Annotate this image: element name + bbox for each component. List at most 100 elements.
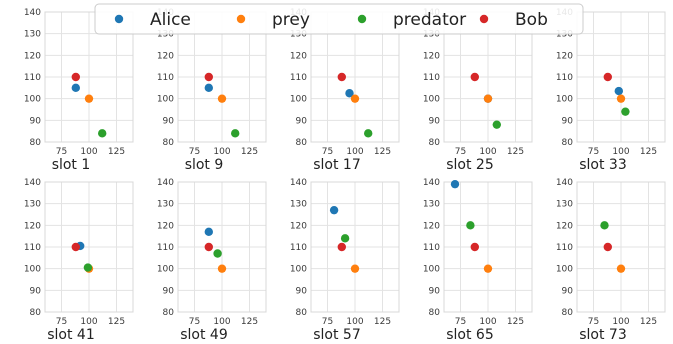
y-tick-label: 110 [290, 243, 307, 253]
y-tick-label: 80 [163, 308, 175, 318]
y-tick-label: 90 [429, 116, 441, 126]
legend-marker-bob [479, 14, 489, 24]
point-prey [84, 94, 94, 103]
point-alice [614, 86, 623, 96]
point-alice [204, 83, 213, 93]
plot-frame [177, 181, 267, 313]
x-tick-label: 75 [189, 317, 200, 327]
point-bob [71, 72, 81, 82]
y-tick-label: 100 [24, 95, 41, 105]
legend-marker-predator [357, 14, 367, 24]
y-tick-label: 110 [556, 243, 573, 253]
point-prey [483, 264, 493, 273]
x-tick-label: 125 [374, 317, 391, 327]
plot-frame [44, 181, 134, 313]
point-predator [213, 249, 222, 258]
y-tick-label: 100 [24, 265, 41, 275]
plot-frame [576, 181, 666, 313]
y-tick-label: 120 [157, 221, 174, 231]
point-alice [345, 89, 354, 98]
y-tick-label: 130 [423, 200, 440, 210]
x-tick-label: 100 [213, 317, 230, 327]
point-alice [204, 227, 213, 237]
x-tick-label: 125 [640, 317, 657, 327]
y-tick-label: 100 [290, 95, 307, 105]
y-tick-label: 120 [290, 51, 307, 61]
panel-title: slot 73 [579, 327, 627, 343]
y-tick-label: 100 [423, 265, 440, 275]
legend-box [94, 3, 584, 35]
plot-frame [576, 11, 666, 143]
y-tick-label: 140 [290, 178, 307, 188]
point-bob [337, 72, 346, 82]
point-alice [329, 205, 339, 215]
x-tick-label: 100 [80, 147, 97, 157]
x-tick-label: 75 [588, 317, 599, 327]
point-bob [337, 242, 346, 252]
legend-label-bob: Bob [515, 10, 548, 30]
y-tick-label: 130 [24, 200, 41, 210]
y-tick-label: 80 [296, 138, 308, 148]
y-tick-label: 80 [429, 308, 441, 318]
y-tick-label: 130 [157, 30, 174, 40]
y-tick-label: 100 [556, 265, 573, 275]
x-tick-label: 125 [241, 317, 258, 327]
plot-frame [44, 11, 134, 143]
y-tick-label: 100 [556, 95, 573, 105]
y-tick-label: 140 [556, 178, 573, 188]
y-tick-label: 90 [562, 116, 574, 126]
panel-9: 80 90 100 110 120 130 140 75 100 125 slot 65 [423, 178, 533, 343]
y-tick-label: 100 [157, 95, 174, 105]
point-predator [466, 221, 475, 230]
panel-1: 80 90 100 110 120 130 140 75 100 125 slot 1 [24, 8, 134, 173]
y-tick-label: 100 [290, 265, 307, 275]
legend: Alice prey predator Bob [94, 3, 584, 35]
panels-layer: 80 90 100 110 120 130 140 75 100 125 slot 1 80 90 100… [24, 8, 666, 343]
y-tick-label: 80 [163, 138, 175, 148]
y-tick-label: 120 [423, 221, 440, 231]
x-tick-label: 125 [108, 317, 125, 327]
x-tick-label: 100 [213, 147, 230, 157]
y-tick-label: 110 [157, 243, 174, 253]
point-prey [616, 94, 626, 103]
point-prey [483, 94, 493, 103]
point-prey [217, 94, 227, 103]
y-tick-label: 120 [556, 51, 573, 61]
panel-title: slot 57 [313, 327, 361, 343]
point-predator [600, 221, 609, 230]
point-prey [217, 264, 227, 273]
y-tick-label: 110 [24, 243, 41, 253]
x-tick-label: 125 [507, 147, 524, 157]
x-tick-label: 75 [56, 317, 67, 327]
y-tick-label: 130 [157, 200, 174, 210]
x-tick-label: 125 [507, 317, 524, 327]
panel-title: slot 49 [180, 327, 228, 343]
y-tick-label: 140 [24, 8, 41, 18]
y-tick-label: 130 [290, 200, 307, 210]
x-tick-label: 75 [189, 147, 200, 157]
panel-10: 80 90 100 110 120 130 140 75 100 125 slot 73 [556, 178, 666, 343]
y-tick-label: 80 [562, 138, 574, 148]
point-bob [204, 72, 213, 82]
y-tick-label: 80 [562, 308, 574, 318]
y-tick-label: 90 [296, 116, 308, 126]
x-tick-label: 100 [346, 317, 363, 327]
x-tick-label: 75 [588, 147, 599, 157]
y-tick-label: 90 [562, 286, 574, 296]
y-tick-label: 110 [556, 73, 573, 83]
point-predator [231, 129, 240, 138]
y-tick-label: 110 [423, 73, 440, 83]
x-tick-label: 100 [612, 147, 629, 157]
plot-frame [310, 181, 400, 313]
panel-8: 80 90 100 110 120 130 140 75 100 125 slot 57 [290, 178, 400, 343]
legend-marker-prey [236, 14, 246, 24]
x-tick-label: 125 [374, 147, 391, 157]
y-tick-label: 90 [296, 286, 308, 296]
y-tick-label: 90 [429, 286, 441, 296]
y-tick-label: 100 [423, 95, 440, 105]
panel-title: slot 65 [446, 327, 494, 343]
x-tick-label: 75 [56, 147, 67, 157]
legend-marker-alice [114, 14, 124, 24]
